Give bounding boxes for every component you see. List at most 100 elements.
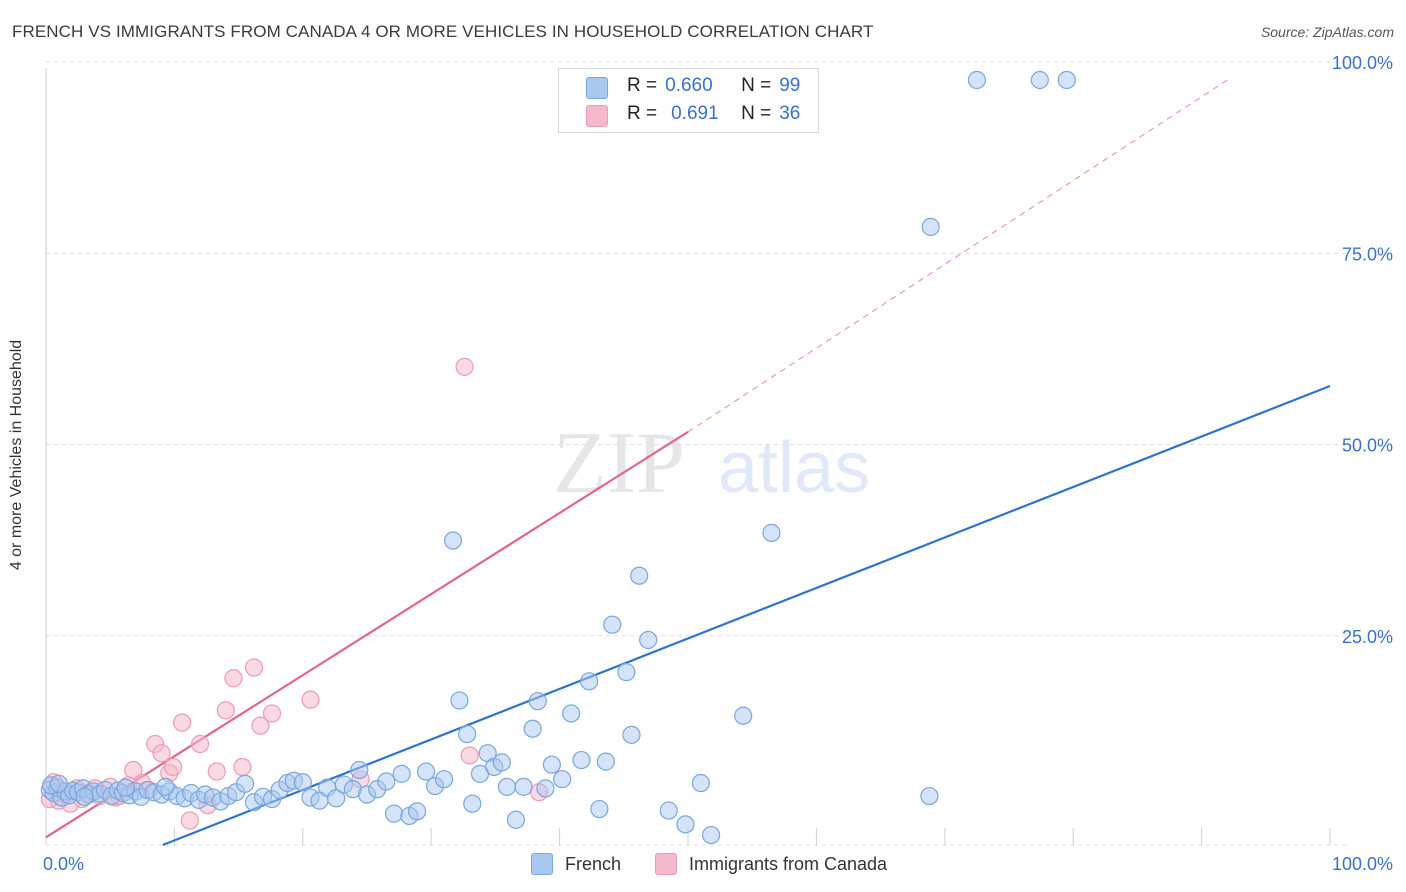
point-immigrants: [207, 762, 226, 781]
point-french: [463, 794, 482, 813]
legend-n-label: N =: [741, 75, 772, 96]
point-french: [497, 777, 517, 796]
legend-swatch-immigrants: [586, 105, 608, 127]
legend-row-french: R = 0.660 N = 99: [586, 74, 801, 99]
point-french: [75, 787, 94, 806]
point-french: [116, 778, 135, 797]
watermark: ZIP atlas: [553, 415, 870, 512]
point-french: [553, 770, 572, 789]
legend-r-label: R =: [627, 103, 658, 124]
watermark-zip: ZIP: [553, 415, 685, 512]
point-immigrants: [173, 713, 192, 732]
points-french: [40, 70, 1076, 845]
point-french: [603, 615, 622, 634]
point-immigrants: [233, 757, 252, 777]
point-french: [523, 719, 542, 738]
y-tick-label: 100.0%: [1332, 53, 1393, 73]
trend-lines: [45, 79, 1331, 847]
trend-line-immigrants-extended: [687, 79, 1228, 433]
point-french: [384, 804, 404, 823]
legend-r-value: 0.660: [665, 75, 713, 96]
point-french: [293, 773, 312, 792]
point-french: [327, 789, 346, 808]
point-french: [596, 752, 615, 771]
legend-swatch-immigrants: [655, 853, 677, 875]
point-immigrants: [460, 746, 479, 765]
point-french: [921, 217, 940, 236]
point-french: [528, 692, 547, 711]
point-french: [450, 691, 469, 710]
point-immigrants: [224, 669, 243, 688]
legend-r-value: 0.691: [671, 103, 719, 124]
point-immigrants: [301, 690, 320, 709]
chart-title: FRENCH VS IMMIGRANTS FROM CANADA 4 OR MO…: [12, 22, 874, 41]
point-french: [434, 770, 454, 789]
legend-n-value: 99: [779, 75, 801, 96]
point-french: [416, 762, 436, 781]
point-french: [734, 706, 753, 725]
point-french: [590, 799, 609, 819]
x-tick-label: 100.0%: [1332, 854, 1393, 874]
grid-lines: [45, 61, 1350, 846]
point-french: [392, 764, 411, 783]
watermark-atlas: atlas: [718, 428, 870, 508]
y-tick-label: 50.0%: [1342, 436, 1393, 456]
point-french: [156, 777, 175, 796]
y-axis-label: 4 or more Vehicles in Household: [8, 339, 25, 571]
point-french: [536, 779, 555, 798]
point-french: [542, 755, 561, 774]
y-tick-label: 75.0%: [1342, 244, 1393, 264]
point-immigrants: [164, 757, 183, 777]
point-immigrants: [152, 744, 171, 763]
point-immigrants: [251, 716, 270, 735]
legend-label-immigrants: Immigrants from Canada: [689, 853, 888, 874]
point-french: [1057, 70, 1076, 90]
correlation-legend: R = 0.660 N = 99 R = 0.691 N = 36: [558, 68, 819, 133]
legend-swatch-french: [531, 853, 553, 875]
source-label: Source: ZipAtlas.com: [1260, 24, 1394, 40]
legend-swatch-french: [586, 77, 608, 99]
point-french: [350, 760, 369, 780]
point-immigrants: [262, 704, 282, 723]
point-french: [967, 70, 987, 90]
y-tick-labels: 25.0% 50.0% 75.0% 100.0%: [1332, 53, 1393, 647]
point-immigrants: [190, 734, 210, 754]
points-immigrants-from-canada: [40, 357, 549, 830]
legend-n-label: N =: [741, 103, 772, 124]
point-immigrants: [244, 658, 264, 677]
point-french: [49, 774, 68, 793]
legend-row-immigrants: R = 0.691 N = 36: [586, 102, 801, 127]
legend-r-label: R =: [627, 75, 658, 96]
point-immigrants: [180, 811, 199, 830]
point-immigrants: [124, 760, 143, 780]
point-french: [622, 725, 641, 744]
point-french: [492, 753, 511, 772]
point-french: [920, 786, 939, 806]
point-french: [235, 774, 255, 793]
point-french: [377, 772, 396, 791]
point-french: [506, 810, 526, 829]
legend-item-french: French: [531, 852, 621, 876]
point-french: [702, 825, 721, 845]
point-french: [676, 815, 695, 834]
point-french: [407, 802, 427, 821]
trend-line-immigrants: [45, 430, 689, 839]
point-french: [617, 663, 636, 682]
x-tick-labels: 0.0% 100.0%: [43, 854, 1393, 874]
point-french: [630, 566, 649, 585]
y-tick-label: 25.0%: [1342, 627, 1393, 647]
point-french: [659, 801, 678, 820]
point-french: [1030, 70, 1049, 90]
legend-n-value: 36: [779, 103, 801, 124]
x-tick-label: 0.0%: [43, 854, 84, 874]
point-immigrants: [216, 701, 235, 720]
legend-item-immigrants: Immigrants from Canada: [655, 852, 887, 876]
point-french: [458, 724, 477, 744]
point-french: [572, 750, 591, 770]
point-french: [691, 773, 710, 793]
legend-label-french: French: [565, 853, 622, 874]
point-french: [639, 630, 658, 650]
point-french: [562, 704, 581, 723]
point-french: [514, 777, 533, 796]
